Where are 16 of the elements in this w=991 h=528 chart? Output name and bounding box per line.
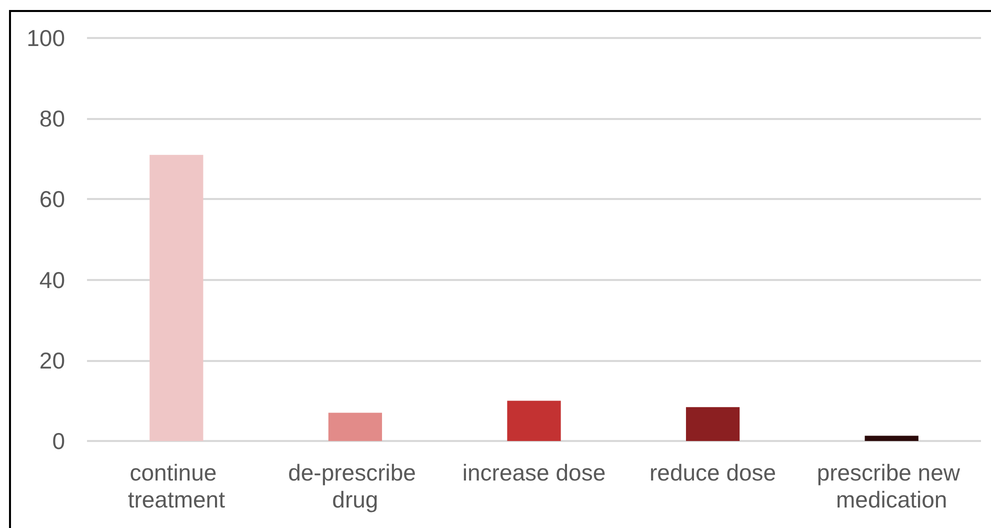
y-tick-label: 60	[39, 186, 65, 212]
x-tick-label: increase dose	[462, 460, 606, 486]
bar	[150, 154, 204, 441]
bar	[328, 412, 382, 441]
y-tick-label: 40	[39, 266, 65, 293]
bar	[686, 407, 740, 441]
x-tick-label: de-prescribe drug	[288, 460, 422, 512]
y-tick-label: 0	[52, 428, 65, 454]
bar	[864, 436, 918, 441]
y-tick-label: 100	[26, 25, 65, 51]
y-tick-label: 20	[39, 347, 65, 374]
x-tick-label: prescribe new medication	[816, 460, 966, 512]
bar	[507, 400, 561, 441]
x-tick-label: reduce dose	[650, 460, 776, 486]
x-tick-label: continue treatment	[128, 460, 226, 512]
y-tick-label: 80	[39, 106, 65, 132]
